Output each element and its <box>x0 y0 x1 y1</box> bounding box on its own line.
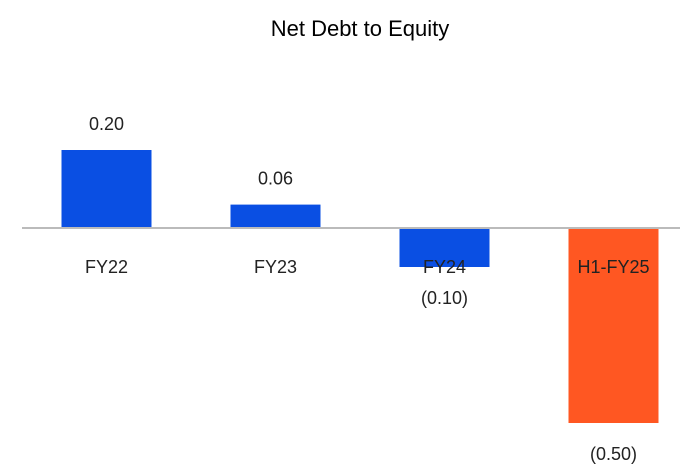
bar <box>230 204 321 228</box>
value-label: (0.50) <box>590 444 637 464</box>
x-tick-label: FY23 <box>254 257 297 277</box>
x-tick-label: H1-FY25 <box>577 257 649 277</box>
value-label: (0.10) <box>421 288 468 308</box>
x-tick-label: FY22 <box>85 257 128 277</box>
x-tick-label: FY24 <box>423 257 466 277</box>
chart-title: Net Debt to Equity <box>271 16 450 41</box>
bar <box>568 228 659 423</box>
value-label: 0.20 <box>89 114 124 134</box>
bar <box>61 150 152 228</box>
bar <box>399 228 490 267</box>
value-label: 0.06 <box>258 168 293 188</box>
